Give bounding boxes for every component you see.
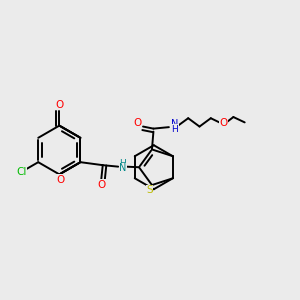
Text: S: S bbox=[146, 185, 153, 195]
Text: O: O bbox=[97, 180, 105, 190]
Text: Cl: Cl bbox=[16, 167, 27, 177]
Text: O: O bbox=[57, 175, 65, 185]
Text: O: O bbox=[133, 118, 141, 128]
Text: H: H bbox=[120, 159, 126, 168]
Text: N: N bbox=[171, 119, 178, 129]
Text: N: N bbox=[119, 164, 127, 173]
Text: O: O bbox=[55, 100, 64, 110]
Text: H: H bbox=[172, 125, 178, 134]
Text: O: O bbox=[220, 118, 228, 128]
